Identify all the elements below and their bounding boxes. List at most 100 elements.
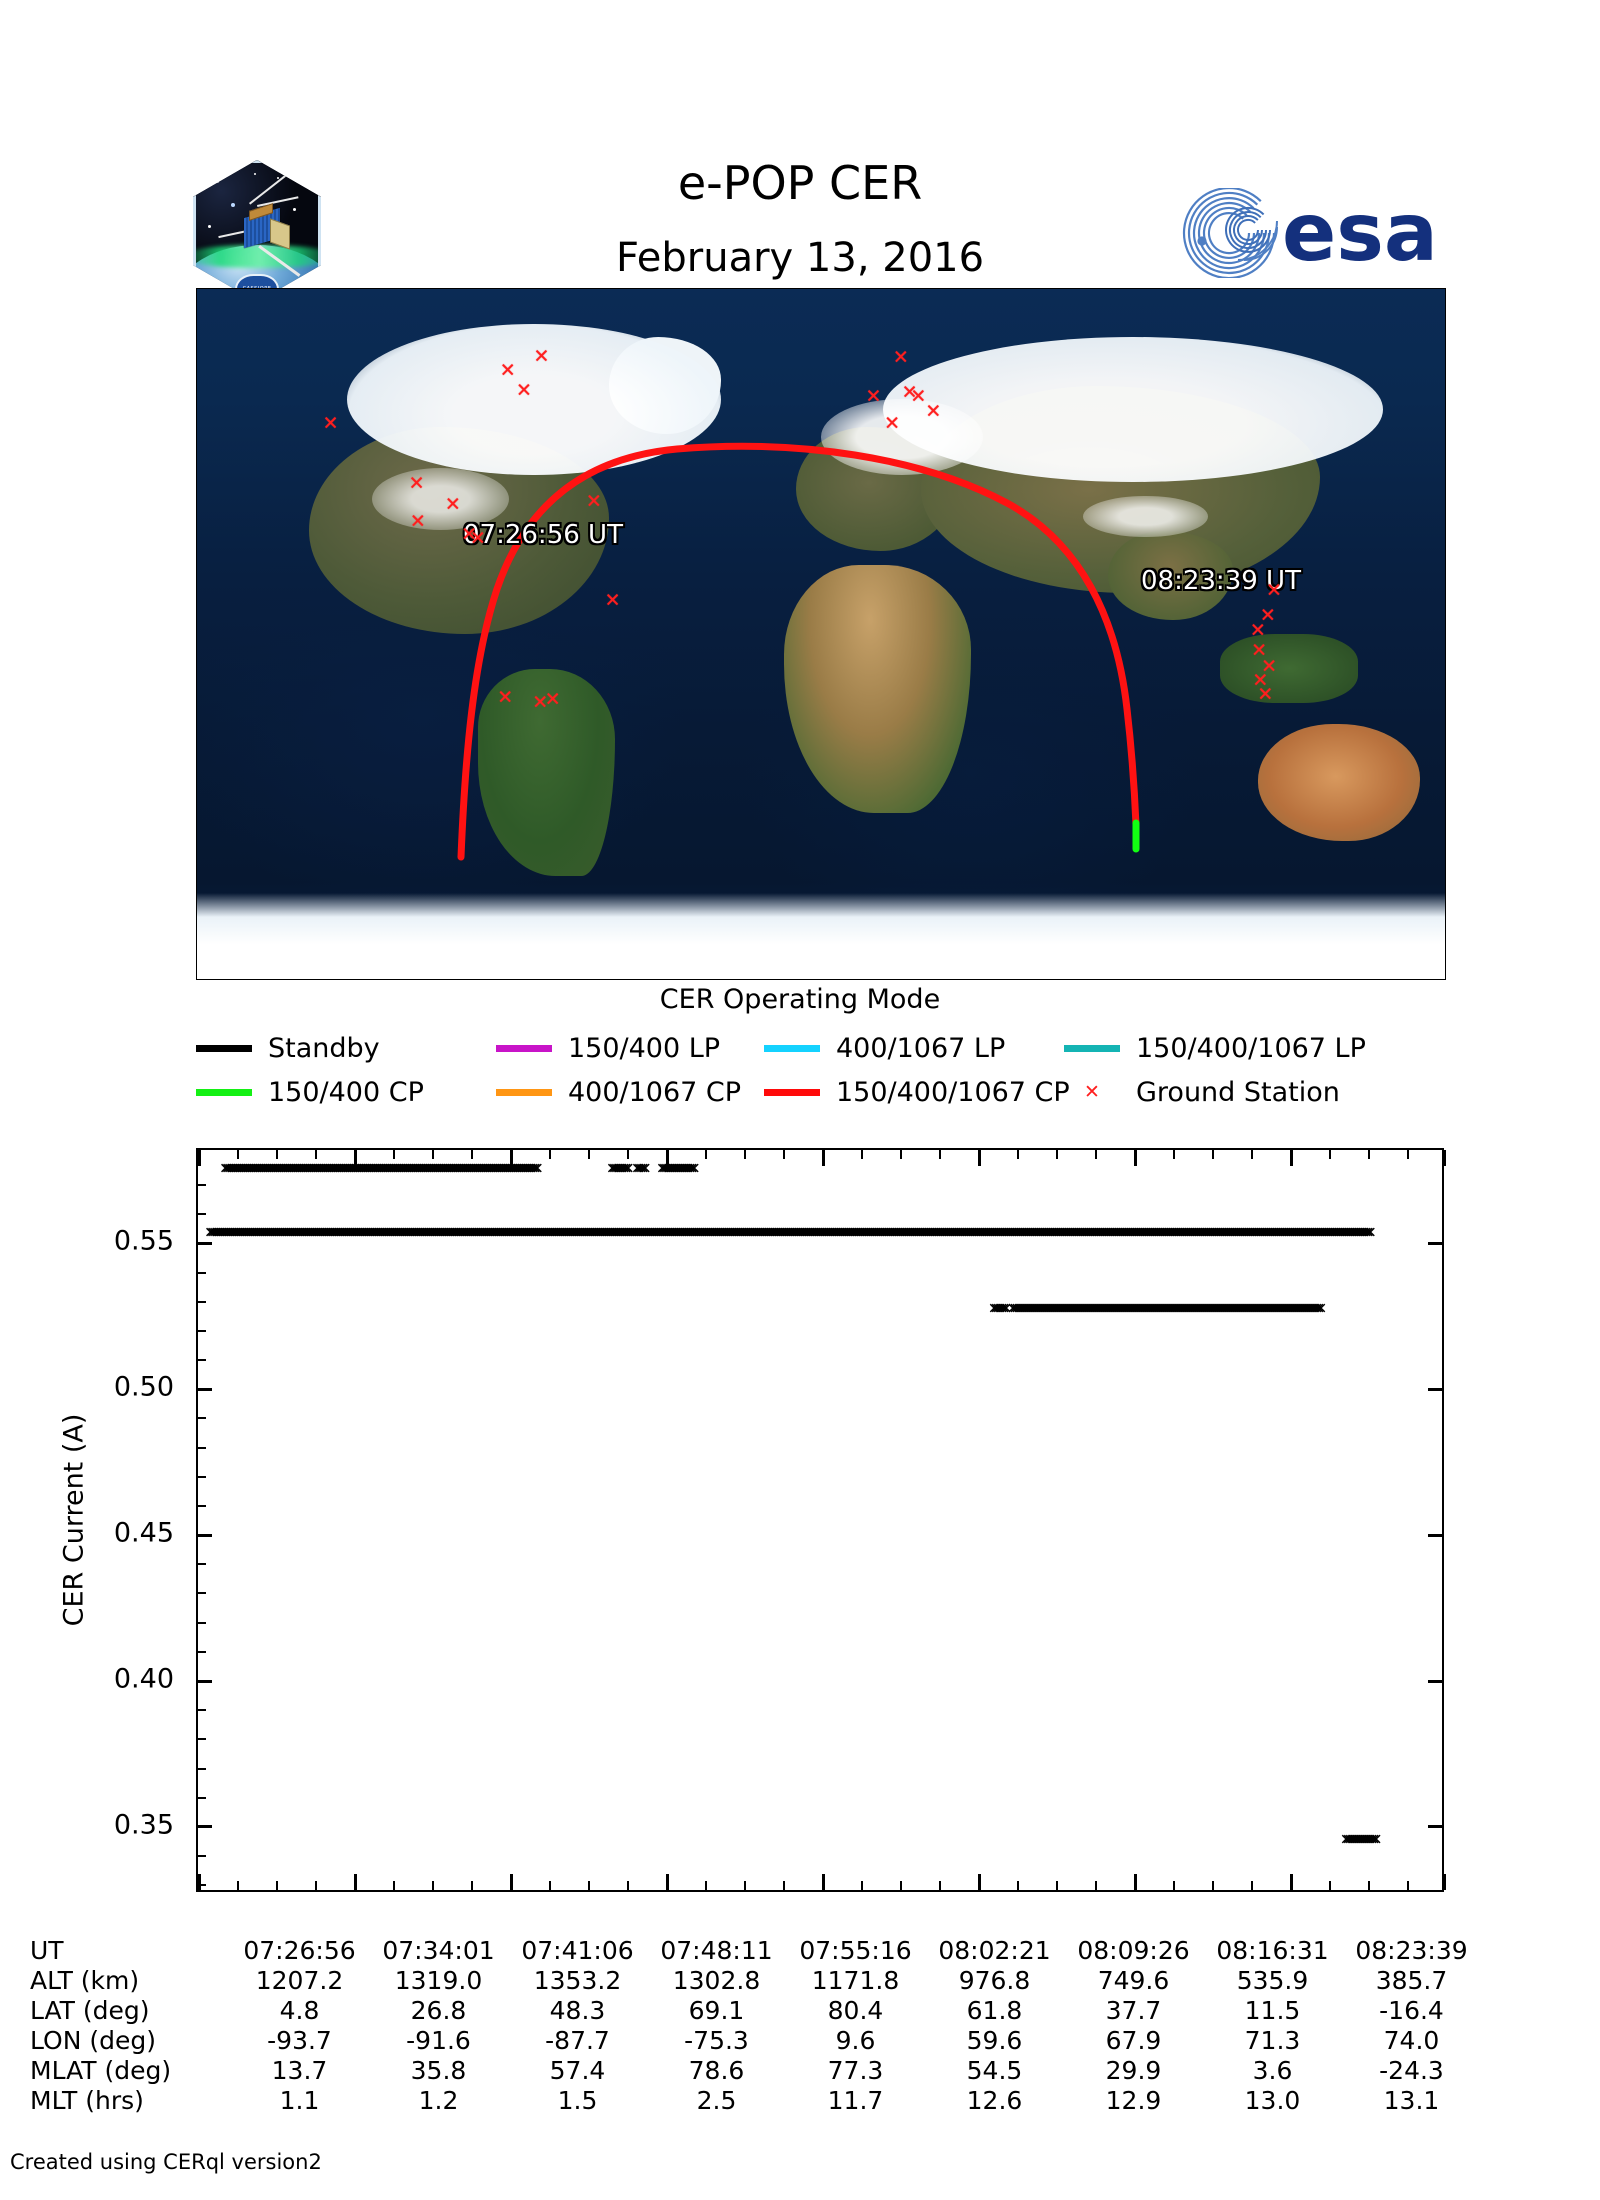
legend-swatch-150-400-1067-lp [1064,1044,1120,1052]
cer-current-plot[interactable]: ✕ ✕ ✕ ✕ ✕ ✕ ✕ ✕ ✕ ✕ ✕ ✕ ✕ ✕ ✕ ✕ ✕ ✕ ✕ ✕ ✕ ✕ ✕ ✕ ✕ ✕ ✕ ✕ ✕ ✕ ✕ ✕ ✕ ✕ ✕ ✕ ✕ ✕ ✕ ✕… [196,1148,1446,1892]
data-point: ✕ [424,1223,437,1242]
table-cell: 07:41:06 [521,1936,634,1965]
data-point: ✕ [532,1223,545,1242]
legend-item-150-400-cp[interactable]: 150/400 CP [196,1077,496,1108]
data-point: ✕ [421,1159,434,1178]
data-point: ✕ [326,1223,339,1242]
legend-item-standby[interactable]: Standby [196,1033,496,1064]
ground-station-marker-peru-a: ✕ [497,686,514,709]
data-point: ✕ [297,1159,310,1178]
data-point: ✕ [400,1223,413,1242]
legend-item-150-400-1067-lp[interactable]: 150/400/1067 LP [1064,1033,1366,1064]
data-point: ✕ [434,1223,447,1242]
x-minor-tick [1329,1150,1331,1159]
data-point: ✕ [679,1159,693,1178]
data-point: ✕ [524,1223,537,1242]
data-point: ✕ [516,1223,529,1242]
page-date: February 13, 2016 [615,235,985,281]
data-point: ✕ [392,1223,405,1242]
data-point: ✕ [371,1159,384,1178]
data-point: ✕ [227,1159,240,1178]
ground-station-marker-penang: ✕ [1252,669,1269,692]
legend-swatch-400-1067-cp [496,1088,552,1096]
data-point: ✕ [450,1223,463,1242]
data-point: ✕ [443,1159,456,1178]
data-point: ✕ [275,1159,288,1178]
data-point: ✕ [677,1159,691,1178]
ground-station-marker-sodankyla: ✕ [925,400,942,423]
data-point: ✕ [294,1223,307,1242]
data-point: ✕ [479,1159,492,1178]
data-point: ✕ [218,1223,231,1242]
y-major-tick-right-3 [1428,1387,1442,1391]
data-point: ✕ [608,1159,621,1178]
data-point: ✕ [329,1159,342,1178]
data-point: ✕ [345,1159,358,1178]
data-point: ✕ [242,1223,255,1242]
data-point: ✕ [526,1223,539,1242]
data-point: ✕ [374,1223,387,1242]
table-row: MLAT (deg) 13.7 35.8 57.4 78.6 77.3 54.5 29.9 3.… [0,2056,1481,2086]
data-point: ✕ [212,1223,225,1242]
table-cell: 1171.8 [811,1966,900,1995]
data-point: ✕ [277,1159,290,1178]
data-point: ✕ [480,1223,493,1242]
data-point: ✕ [289,1159,302,1178]
world-map-panel[interactable]: 07:26:56 UT 08:23:39 UT ✕ ✕ ✕ ✕ ✕ ✕ ✕ ✕ ✕ ✕ ✕ ✕ ✕ ✕ ✕ ✕… [196,288,1446,980]
x-minor-tick [900,1881,902,1890]
data-point: ✕ [391,1159,404,1178]
x-major-tick-top-5 [978,1150,981,1166]
data-point: ✕ [335,1159,348,1178]
data-point: ✕ [452,1223,465,1242]
data-point: ✕ [492,1223,505,1242]
data-point: ✕ [356,1223,369,1242]
legend-item-150-400-1067-cp[interactable]: 150/400/1067 CP [764,1077,1070,1108]
data-point: ✕ [381,1159,394,1178]
table-cell: 2.5 [696,2086,737,2115]
y-major-tick-3 [198,1387,212,1391]
data-point: ✕ [379,1159,392,1178]
y-major-tick-right-4 [1428,1241,1442,1245]
data-point: ✕ [295,1159,308,1178]
legend-item-150-400-lp[interactable]: 150/400 LP [496,1033,764,1064]
data-point: ✕ [224,1223,237,1242]
table-row: UT 07:26:56 07:34:01 07:41:06 07:48:11 07:55:… [0,1936,1481,1966]
data-point: ✕ [254,1223,267,1242]
data-point: ✕ [509,1159,522,1178]
x-minor-tick [1095,1881,1097,1890]
table-cell: 13.1 [1383,2086,1440,2115]
track-end-time-label: 08:23:39 UT [1141,566,1301,596]
ground-station-marker-tromso: ✕ [865,385,882,408]
data-point: ✕ [383,1159,396,1178]
data-point: ✕ [228,1223,241,1242]
data-point: ✕ [482,1223,495,1242]
table-cell: 08:23:39 [1355,1936,1468,1965]
data-point: ✕ [685,1159,699,1178]
legend-item-ground-station[interactable]: ✕ Ground Station [1064,1077,1340,1108]
data-point: ✕ [352,1223,365,1242]
data-point: ✕ [507,1159,520,1178]
legend-item-400-1067-lp[interactable]: 400/1067 LP [764,1033,1064,1064]
legend-item-400-1067-cp[interactable]: 400/1067 CP [496,1077,764,1108]
data-point: ✕ [321,1159,334,1178]
data-point: ✕ [305,1159,318,1178]
data-point: ✕ [485,1159,498,1178]
y-minor-tick [198,1504,206,1507]
data-point: ✕ [386,1223,399,1242]
data-point: ✕ [612,1159,625,1178]
legend-label-150-400-cp: 150/400 CP [268,1076,424,1108]
table-cell: 07:34:01 [382,1936,495,1965]
data-point: ✕ [457,1159,470,1178]
data-point: ✕ [663,1159,677,1178]
data-point: ✕ [233,1159,246,1178]
data-point: ✕ [465,1159,478,1178]
data-point: ✕ [512,1223,525,1242]
data-point: ✕ [495,1159,508,1178]
data-point: ✕ [444,1223,457,1242]
data-point: ✕ [357,1159,370,1178]
data-point: ✕ [225,1159,238,1178]
data-point: ✕ [520,1223,533,1242]
data-point: ✕ [406,1223,419,1242]
table-row: LON (deg) -93.7 -91.6 -87.7 -75.3 9.6 59.6 67.9… [0,2026,1481,2056]
data-point: ✕ [657,1159,671,1178]
